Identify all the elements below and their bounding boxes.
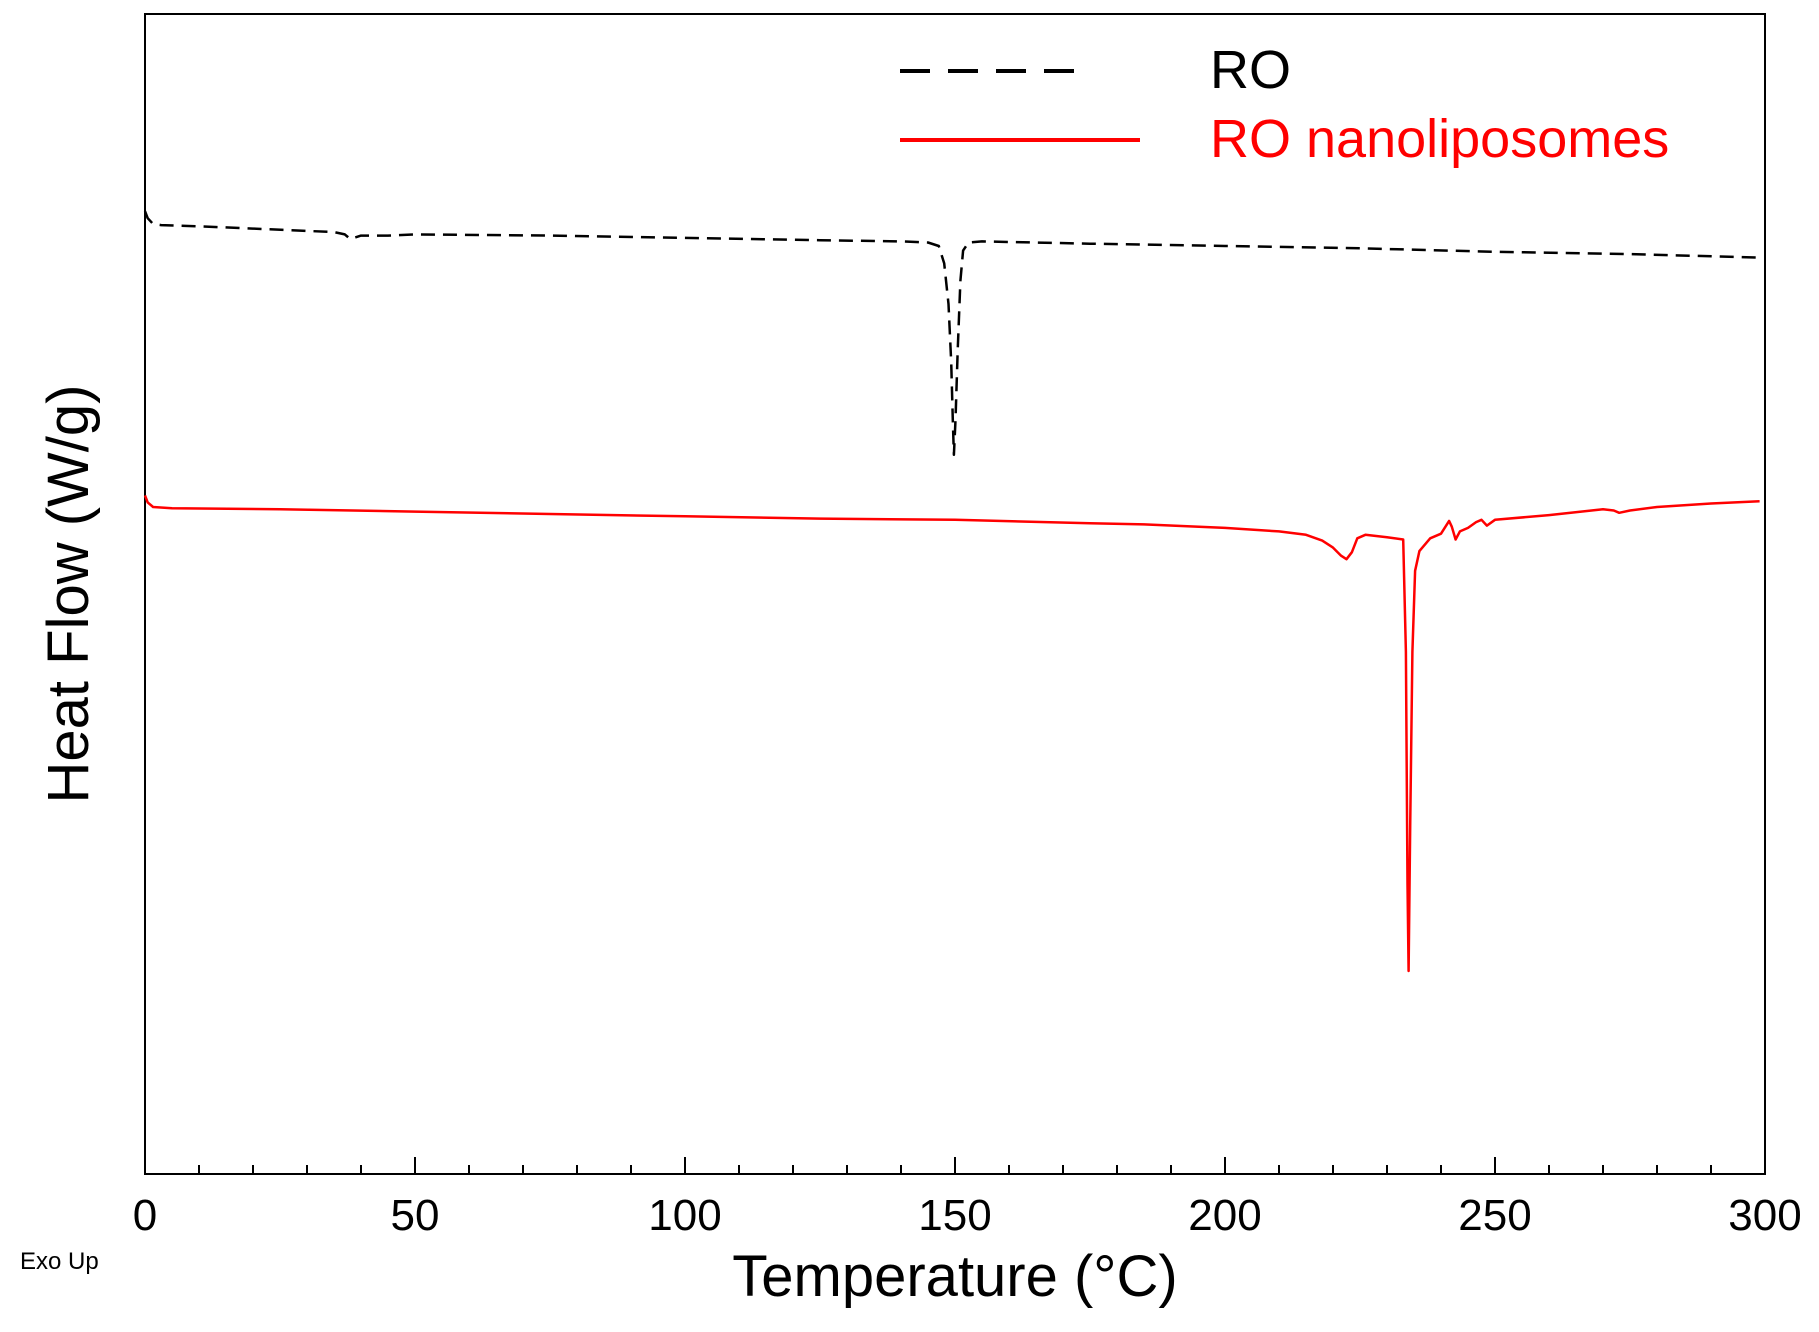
x-tick-label: 300 — [1728, 1191, 1801, 1240]
legend-label-ro: RO — [1210, 40, 1291, 100]
x-tick-label: 100 — [648, 1191, 721, 1240]
series-line-ro — [143, 210, 1760, 457]
legend-label-ro-nanoliposomes: RO nanoliposomes — [1210, 109, 1669, 169]
x-axis-tick-labels: 0 50 100 150 200 250 300 — [133, 1191, 1802, 1240]
plot-area-frame — [144, 13, 1766, 1175]
x-axis-ticks — [144, 1157, 1766, 1174]
series-layer — [143, 210, 1760, 973]
series-line-ro-nanoliposomes — [143, 494, 1760, 973]
y-axis-label: Heat Flow (W/g) — [36, 385, 101, 804]
legend: RO RO nanoliposomes — [900, 40, 1669, 169]
x-tick-label: 250 — [1458, 1191, 1531, 1240]
x-tick-label: 0 — [133, 1191, 157, 1240]
x-axis-label: Temperature (°C) — [732, 1244, 1177, 1309]
x-tick-label: 150 — [918, 1191, 991, 1240]
exo-up-note: Exo Up — [20, 1248, 99, 1275]
x-tick-label: 200 — [1188, 1191, 1261, 1240]
x-tick-label: 50 — [391, 1191, 440, 1240]
